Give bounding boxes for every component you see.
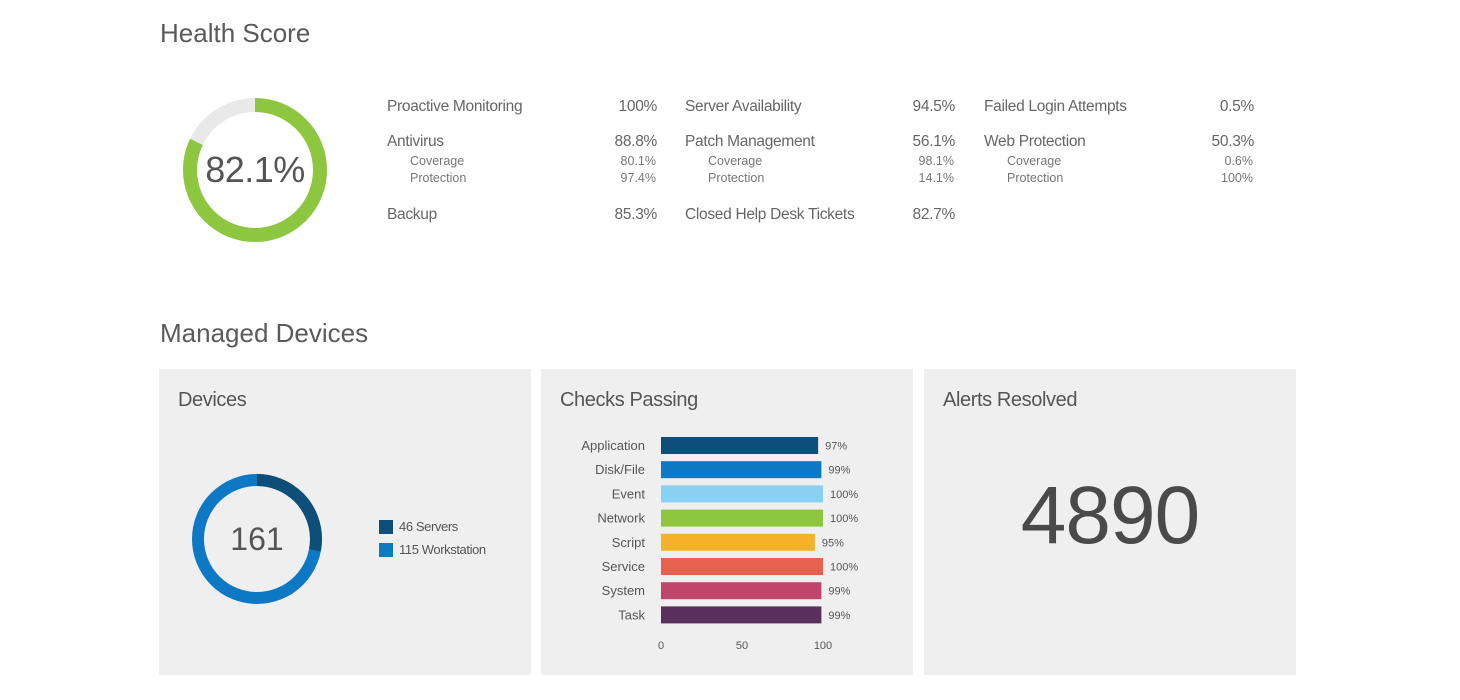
category-label-disk-file: Disk/File	[595, 462, 645, 477]
metric-label: Proactive Monitoring	[387, 98, 523, 115]
x-tick-label-100: 100	[814, 640, 832, 652]
metric-label: Antivirus	[387, 133, 444, 150]
bar-service	[661, 558, 823, 575]
bar-disk-file	[661, 461, 822, 479]
legend-workstation-label: 115 Workstation	[399, 542, 486, 557]
sub-metric-label: Protection	[708, 171, 765, 185]
devices-donut-servers-arc	[192, 474, 322, 604]
devices-card: Devices 161 46 Servers 115 Workstation	[159, 369, 531, 675]
alerts-resolved-card: Alerts Resolved 4890	[924, 369, 1296, 675]
metric-label: Failed Login Attempts	[984, 98, 1127, 115]
metric-value: 50.3%	[1211, 133, 1255, 150]
value-label-script: 95%	[822, 537, 844, 549]
sub-metric-value: 14.1%	[918, 171, 954, 185]
managed-devices-title: Managed Devices	[160, 318, 369, 348]
category-label-application: Application	[581, 438, 645, 453]
legend-servers-swatch	[379, 519, 393, 534]
category-label-script: Script	[612, 535, 646, 550]
metric-value: 56.1%	[912, 133, 956, 150]
devices-total: 161	[230, 520, 284, 557]
devices-donut	[192, 474, 322, 604]
sub-metric-value: 97.4%	[620, 171, 656, 185]
metric-antivirus: Antivirus 88.8% Coverage 80.1% Protection 9…	[387, 131, 657, 187]
metric-value: 0.5%	[1219, 98, 1254, 115]
metric-label: Server Availability	[685, 98, 802, 115]
legend-servers: 46 Servers	[379, 519, 458, 534]
sub-metric-value: 80.1%	[620, 154, 656, 168]
sub-metric-label: Protection	[1007, 171, 1064, 185]
metric-value: 82.7%	[912, 206, 956, 223]
value-label-application: 97%	[825, 441, 847, 453]
metric-value: 88.8%	[614, 133, 658, 150]
sub-metric-value: 98.1%	[918, 154, 954, 168]
x-tick-label-0: 0	[658, 640, 664, 652]
alerts-resolved-value: 4890	[1020, 470, 1200, 561]
value-label-disk-file: 99%	[828, 465, 850, 477]
value-label-service: 100%	[830, 562, 858, 574]
metric-label: Web Protection	[984, 133, 1086, 150]
health-score-title: Health Score	[160, 18, 311, 48]
metric-label: Backup	[387, 206, 437, 223]
metric-proactive-monitoring: Proactive Monitoring 100%	[387, 96, 657, 118]
metric-server-availability: Server Availability 94.5%	[685, 96, 955, 118]
alerts-resolved-title: Alerts Resolved	[943, 389, 1078, 411]
health-score-value: 82.1%	[205, 149, 305, 190]
category-label-system: System	[602, 583, 645, 598]
health-donut-arc	[183, 98, 327, 242]
sub-metric-label: Coverage	[410, 154, 465, 168]
legend-workstation-swatch	[379, 542, 393, 557]
bar-task	[661, 606, 822, 624]
metric-failed-login-attempts: Failed Login Attempts 0.5%	[984, 96, 1254, 118]
checks-passing-card: Checks Passing Application 97% Disk/File 99…	[541, 369, 913, 675]
category-label-service: Service	[602, 559, 645, 574]
metric-label: Patch Management	[685, 133, 815, 150]
checks-passing-title: Checks Passing	[560, 389, 698, 411]
health-score-donut	[183, 98, 327, 242]
category-label-task: Task	[618, 607, 645, 622]
bar-network	[661, 509, 823, 527]
value-label-task: 99%	[828, 610, 850, 622]
metric-label: Closed Help Desk Tickets	[685, 206, 855, 223]
x-tick-label-50: 50	[736, 640, 748, 652]
value-label-event: 100%	[830, 489, 858, 501]
checks-passing-chart: Application 97% Disk/File 99% Event 100% Netwo…	[581, 437, 858, 652]
value-label-system: 99%	[828, 586, 850, 598]
devices-card-title: Devices	[178, 389, 247, 411]
sub-metric-label: Protection	[410, 171, 467, 185]
value-label-network: 100%	[830, 513, 858, 525]
metric-closed-help-desk-tickets: Closed Help Desk Tickets 82.7%	[685, 204, 955, 226]
metric-patch-management: Patch Management 56.1% Coverage 98.1% Prot…	[685, 131, 955, 187]
bar-script	[661, 533, 815, 551]
legend-workstation: 115 Workstation	[379, 542, 486, 557]
metric-value: 94.5%	[912, 98, 956, 115]
category-label-network: Network	[597, 511, 645, 526]
metric-web-protection: Web Protection 50.3% Coverage 0.6% Protect…	[984, 131, 1254, 187]
bar-system	[661, 582, 822, 600]
sub-metric-label: Coverage	[1007, 154, 1062, 168]
sub-metric-value: 100%	[1221, 171, 1253, 185]
bar-application	[661, 437, 819, 454]
metric-value: 100%	[618, 98, 658, 115]
bar-event	[661, 485, 823, 503]
metric-backup: Backup 85.3%	[387, 204, 657, 226]
legend-servers-label: 46 Servers	[399, 519, 458, 534]
sub-metric-value: 0.6%	[1224, 154, 1254, 168]
sub-metric-label: Coverage	[708, 154, 763, 168]
category-label-event: Event	[612, 486, 646, 501]
metric-value: 85.3%	[614, 206, 658, 223]
